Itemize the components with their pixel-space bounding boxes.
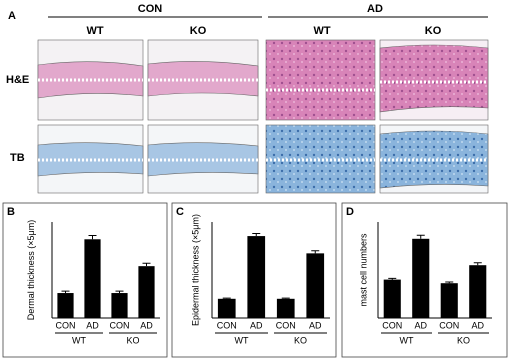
bar bbox=[217, 298, 236, 318]
bar bbox=[383, 279, 401, 318]
panel-frame bbox=[2, 202, 168, 358]
error-bar bbox=[115, 290, 124, 294]
bar bbox=[412, 238, 430, 318]
group-label: WT bbox=[235, 335, 249, 345]
x-tick-label: AD bbox=[250, 320, 263, 330]
panel-frame bbox=[171, 202, 337, 358]
micrographs bbox=[37, 39, 489, 194]
group-label: KO bbox=[294, 335, 307, 345]
bar bbox=[138, 266, 155, 318]
panel-label: A bbox=[8, 10, 16, 22]
error-bar bbox=[445, 281, 454, 284]
x-tick-label: AD bbox=[471, 320, 484, 330]
column-label: WT bbox=[86, 25, 103, 37]
bar bbox=[440, 283, 458, 318]
group-label: KO bbox=[126, 335, 139, 345]
error-bar bbox=[252, 233, 261, 237]
y-axis-label: Dermal thickness (×5μm) bbox=[26, 220, 36, 320]
panel-label: B bbox=[7, 206, 15, 218]
x-tick-label: AD bbox=[309, 320, 322, 330]
row-label: H&E bbox=[6, 74, 29, 86]
x-tick-label: CON bbox=[439, 320, 459, 330]
error-bar bbox=[388, 277, 397, 280]
bar bbox=[111, 293, 128, 318]
error-bar bbox=[473, 262, 482, 266]
bar bbox=[306, 253, 325, 318]
group-label: CON bbox=[138, 3, 163, 15]
error-bar bbox=[311, 250, 320, 254]
x-tick-label: AD bbox=[86, 320, 99, 330]
row-label: TB bbox=[10, 152, 25, 164]
x-tick-label: CON bbox=[382, 320, 402, 330]
column-label: WT bbox=[313, 25, 330, 37]
x-tick-label: CON bbox=[217, 320, 237, 330]
group-label: AD bbox=[367, 3, 383, 15]
y-axis-label: mast cell numbers bbox=[358, 233, 368, 307]
bar bbox=[469, 265, 487, 318]
column-label: KO bbox=[425, 25, 442, 37]
panel-label: D bbox=[346, 206, 354, 218]
error-bar bbox=[222, 297, 231, 299]
bar bbox=[247, 236, 266, 318]
x-tick-label: AD bbox=[140, 320, 153, 330]
error-bar bbox=[142, 262, 151, 267]
bar bbox=[84, 239, 101, 318]
x-tick-label: CON bbox=[56, 320, 76, 330]
group-label: WT bbox=[400, 335, 414, 345]
panel-frame bbox=[341, 202, 508, 358]
panel-label: C bbox=[176, 206, 184, 218]
error-bar bbox=[88, 234, 97, 240]
x-tick-label: CON bbox=[276, 320, 296, 330]
x-tick-label: AD bbox=[414, 320, 427, 330]
error-bar bbox=[61, 290, 70, 294]
error-bar bbox=[416, 234, 425, 239]
y-axis-label: Epidermal thickness (×5μm) bbox=[190, 214, 200, 326]
group-label: KO bbox=[457, 335, 470, 345]
error-bar bbox=[281, 297, 290, 299]
group-label: WT bbox=[72, 335, 86, 345]
bar bbox=[276, 298, 295, 318]
x-tick-label: CON bbox=[110, 320, 130, 330]
bar bbox=[57, 293, 74, 318]
column-label: KO bbox=[190, 25, 207, 37]
